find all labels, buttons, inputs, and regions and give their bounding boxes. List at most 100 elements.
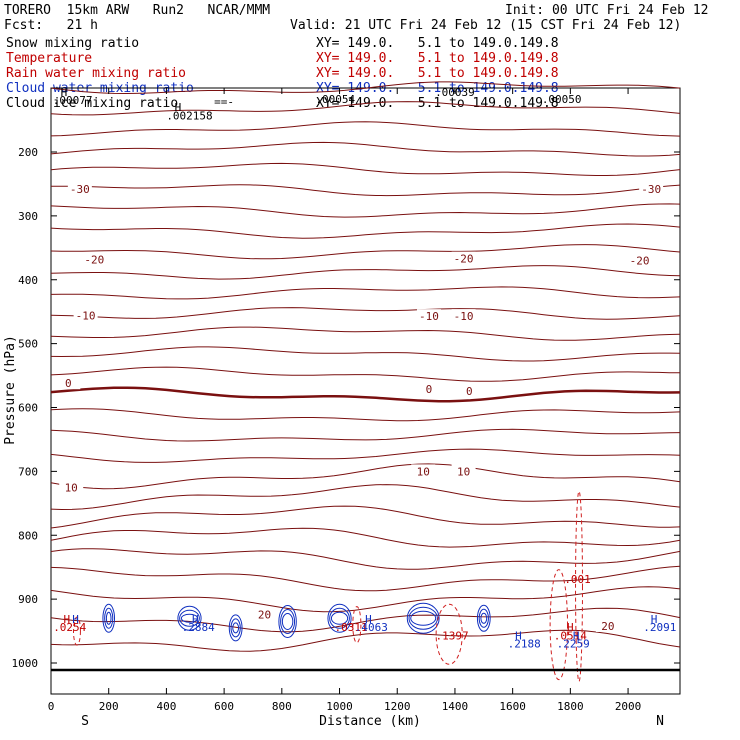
temperature-label-bg-6: [416, 309, 441, 323]
annotation-2: ==-: [214, 95, 234, 108]
temperature-label-10: 0: [466, 385, 473, 398]
y-tick-label-900: 900: [18, 593, 38, 606]
annotation-12: .2884: [182, 621, 215, 634]
temperature-label-5: -10: [76, 310, 96, 323]
annotation-17: .001: [564, 573, 591, 586]
legend-rain-name: Rain water mixing ratio: [6, 66, 187, 81]
isotherm-0: [50, 81, 681, 95]
cloud-water-cell-1-1: [230, 618, 241, 638]
isotherm-14: [50, 366, 681, 382]
isotherm-6: [50, 203, 681, 218]
temperature-label-11: 10: [65, 481, 78, 494]
x-tick-label-0: 0: [48, 700, 55, 713]
temperature-label-bg-4: [627, 253, 652, 267]
x-tick-label-1200: 1200: [384, 700, 411, 713]
annotation-4: .002158: [166, 109, 212, 122]
legend-cloud-ice-name: Cloud ice mixing ratio: [6, 96, 179, 111]
temperature-label-bg-14: [252, 607, 277, 621]
annotation-6: .00039: [435, 86, 475, 99]
cloud-water-cell-2-1: [280, 608, 296, 634]
header-title: TORERO 15km ARW Run2 NCAR/MMM: [4, 3, 271, 18]
temperature-label-1: -30: [641, 183, 661, 196]
cloud-water-cell-6-0: [177, 605, 202, 631]
annotation-19: .2188: [508, 638, 541, 651]
temperature-label-3: -20: [454, 253, 474, 266]
endpoint-left: S: [81, 714, 89, 729]
annotation-1: .00077: [53, 94, 93, 107]
temperature-label-13: 10: [457, 465, 470, 478]
cloud-water-cell-6-1: [179, 609, 200, 627]
y-tick-label-200: 200: [18, 146, 38, 159]
y-tick-label-400: 400: [18, 274, 38, 287]
rain-cell-2: [575, 490, 583, 682]
isotherm-8: [50, 244, 681, 260]
x-tick-label-800: 800: [272, 700, 292, 713]
rain-contours: [72, 490, 583, 682]
annotation-13: .0311: [335, 621, 368, 634]
x-tick-label-200: 200: [99, 700, 119, 713]
isotherm-11: [50, 307, 681, 320]
isotherm-25: [50, 586, 681, 613]
legend-snow-xy: XY= 149.0. 5.1 to 149.0.149.8: [316, 36, 559, 51]
isotherm-20: [50, 484, 681, 511]
cloud-water-cell-5-1: [478, 608, 489, 628]
temperature-label-bg-13: [451, 464, 476, 478]
annotation-22: H: [573, 629, 580, 642]
x-axis-label: Distance (km): [319, 714, 421, 729]
isotherm-13: [50, 346, 681, 362]
temperature-label-bg-1: [639, 182, 664, 196]
x-tick-label-600: 600: [214, 700, 234, 713]
isotherm-5: [50, 184, 681, 197]
isotherm-1: [50, 101, 681, 116]
legend-rain-xy: XY= 149.0. 5.1 to 149.0.149.8: [316, 66, 559, 81]
annotation-11: H: [192, 613, 199, 626]
cloud-water-cell-2-0: [278, 604, 297, 638]
isotherm-19: [50, 463, 681, 490]
cloud-water-cell-5-0: [476, 604, 491, 632]
rain-cell-3: [72, 616, 81, 646]
temperature-label-9: 0: [426, 383, 433, 396]
legend-temperature-xy: XY= 149.0. 5.1 to 149.0.149.8: [316, 51, 559, 66]
temperature-label-4: -20: [630, 255, 650, 268]
y-tick-label-800: 800: [18, 529, 38, 542]
annotation-16: .1397: [435, 629, 468, 642]
temperature-label-bg-11: [59, 480, 84, 494]
cloud-water-cell-1-0: [228, 614, 243, 642]
header-fcst: Fcst: 21 h: [4, 18, 98, 33]
isotherm-21: [50, 505, 681, 529]
cloud-water-cell-1-2: [232, 622, 240, 634]
axis-ticks: 0 200 400 600 800 1000 1200 1400 1600 1800 2000200…: [12, 88, 680, 713]
x-tick-label-1800: 1800: [557, 700, 584, 713]
annotation-7: .00050: [542, 93, 582, 106]
y-tick-label-1000: 1000: [12, 657, 39, 670]
isotherm-17: [50, 428, 681, 442]
legend-snow-name: Snow mixing ratio: [6, 36, 140, 51]
x-tick-label-1600: 1600: [499, 700, 526, 713]
annotation-5: .00054: [315, 93, 355, 106]
cloud-water-cell-0-2: [105, 611, 112, 625]
rain-cell-4: [352, 606, 362, 644]
temperature-label-7: -10: [454, 310, 474, 323]
temperature-label-bg-0: [67, 182, 92, 196]
isotherm-26: [50, 607, 681, 633]
annotation-10: .0254: [53, 621, 86, 634]
temperature-label-bg-9: [416, 381, 441, 395]
isotherm-16: [50, 408, 681, 422]
annotation-0: H: [61, 86, 68, 99]
rain-cell-0: [435, 603, 463, 665]
annotation-15: .4063: [355, 621, 388, 634]
temperature-contours: [50, 81, 681, 652]
cloud-water-cell-3-0: [327, 603, 352, 633]
temperature-label-bg-8: [56, 376, 81, 390]
cloud-water-cell-3-2: [330, 611, 349, 625]
isotherm-15: [50, 386, 681, 403]
temperature-label-bg-12: [411, 464, 436, 478]
endpoint-right: N: [656, 714, 664, 729]
cloud-water-cell-2-2: [281, 612, 294, 630]
temperature-label-bg-10: [457, 383, 482, 397]
header-valid: Valid: 21 UTC Fri 24 Feb 12 (15 CST Fri …: [290, 18, 682, 33]
y-axis-label: Pressure (hPa): [3, 335, 18, 445]
temperature-label-0: -30: [70, 183, 90, 196]
temperature-labels: -30 -30 -20 -20 -20 -10 -10 -10 0 0 0 10 10 10 20 20: [56, 182, 664, 633]
x-tick-label-400: 400: [156, 700, 176, 713]
